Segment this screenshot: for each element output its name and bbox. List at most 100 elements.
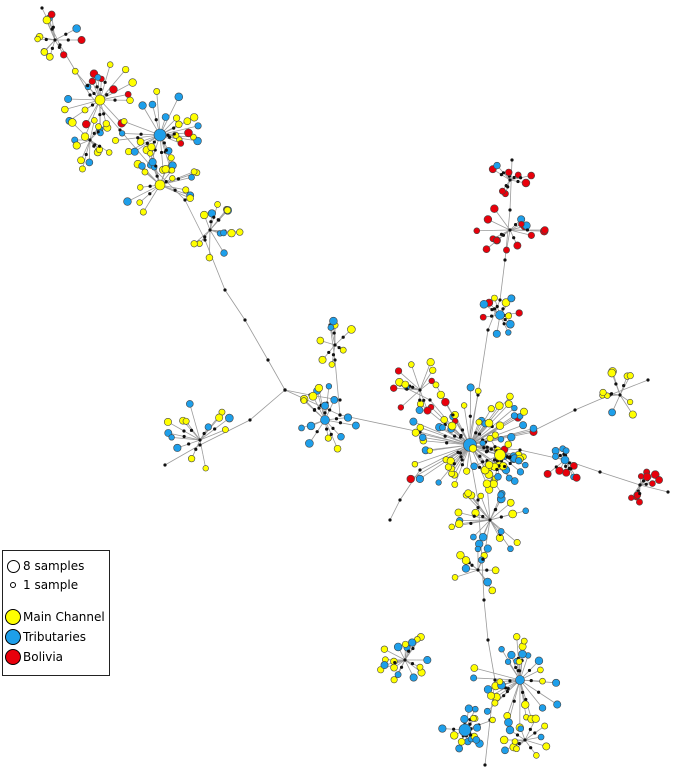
median-vector <box>66 38 70 42</box>
median-vector <box>472 514 476 518</box>
network-edge <box>524 732 536 741</box>
legend-size-small-label: 1 sample <box>23 578 79 592</box>
network-edge <box>156 91 159 114</box>
haplotype-node <box>161 165 170 174</box>
haplotype-node <box>220 229 227 237</box>
median-vector <box>327 350 331 355</box>
haplotype-node <box>504 718 513 727</box>
haplotype-node <box>470 714 477 722</box>
network-edge <box>192 430 201 441</box>
haplotype-node <box>627 398 634 406</box>
median-vector <box>44 37 48 42</box>
median-vector <box>622 383 626 388</box>
haplotype-node <box>406 474 415 484</box>
haplotype-node <box>498 646 505 653</box>
median-vector <box>418 398 422 402</box>
haplotype-node <box>327 324 335 331</box>
haplotype-node <box>440 416 448 424</box>
median-vector <box>411 385 415 389</box>
haplotype-node <box>513 745 520 753</box>
haplotype-node <box>562 447 570 455</box>
haplotype-node <box>507 545 514 553</box>
haplotype-node <box>513 241 522 250</box>
network-edge <box>466 569 479 575</box>
haplotype-node <box>148 158 157 167</box>
haplotype-node <box>498 187 506 195</box>
median-vector <box>164 148 168 152</box>
network-edge <box>184 199 206 241</box>
median-vector <box>460 463 465 467</box>
network-edge <box>564 459 601 473</box>
haplotype-node <box>95 123 102 130</box>
haplotype-node <box>220 249 228 257</box>
network-edge <box>534 409 576 431</box>
haplotype-node <box>507 650 516 660</box>
network-edge <box>284 389 311 396</box>
network-edge <box>491 407 515 427</box>
haplotype-node <box>474 545 482 553</box>
haplotype-node <box>483 577 492 587</box>
haplotype-node <box>72 141 81 150</box>
median-vector <box>338 413 342 417</box>
network-edge <box>419 375 426 391</box>
haplotype-node <box>451 481 459 488</box>
haplotype-node <box>190 168 198 176</box>
haplotype-node <box>308 391 318 401</box>
haplotype-node <box>174 92 184 102</box>
median-vector <box>516 179 520 184</box>
median-vector <box>198 438 202 442</box>
haplotype-node <box>505 329 512 336</box>
median-vector <box>503 317 507 322</box>
median-vector <box>209 220 213 224</box>
haplotype-node <box>507 294 516 303</box>
haplotype-node <box>504 400 513 408</box>
median-vector <box>495 304 499 309</box>
median-vector <box>481 460 485 464</box>
network-edge <box>481 519 491 529</box>
haplotype-node <box>126 96 134 104</box>
haplotype-node <box>538 704 547 712</box>
haplotype-node <box>320 401 329 410</box>
network-edge <box>419 379 427 391</box>
median-vector <box>458 451 462 455</box>
median-vector <box>102 112 106 116</box>
network-edge <box>501 219 511 231</box>
haplotype-node <box>497 436 505 443</box>
network-edge <box>639 484 669 493</box>
median-vector <box>486 638 490 642</box>
median-vector <box>573 408 577 412</box>
haplotype-node <box>419 433 427 442</box>
median-vector <box>508 461 512 466</box>
haplotype-node <box>339 346 347 354</box>
median-vector <box>646 378 650 382</box>
haplotype-node <box>409 417 418 426</box>
haplotype-node <box>432 381 440 389</box>
median-vector <box>490 308 494 312</box>
network-edge <box>498 224 511 231</box>
legend-group-main-channel: Main Channel <box>3 609 105 625</box>
haplotype-node <box>479 299 489 309</box>
haplotype-node <box>444 463 452 471</box>
median-vector <box>512 175 516 180</box>
haplotype-node <box>190 133 197 141</box>
haplotype-node <box>409 673 418 682</box>
haplotype-node <box>130 147 139 156</box>
legend-size-large-label: 8 samples <box>23 559 85 573</box>
haplotype-node <box>429 366 437 374</box>
haplotype-node <box>492 329 501 338</box>
network-edge <box>209 217 215 231</box>
median-vector <box>341 335 345 339</box>
haplotype-node <box>177 140 185 147</box>
median-vector <box>493 445 497 449</box>
haplotype-node <box>441 397 450 407</box>
median-vector <box>513 223 518 227</box>
network-edge <box>599 471 641 486</box>
haplotype-node <box>147 150 154 157</box>
median-vector <box>189 428 194 432</box>
haplotype-node <box>560 455 570 465</box>
median-vector <box>501 171 506 175</box>
network-edge <box>209 219 220 231</box>
median-vector <box>488 518 492 522</box>
median-vector <box>97 144 102 148</box>
haplotype-node <box>506 392 514 401</box>
